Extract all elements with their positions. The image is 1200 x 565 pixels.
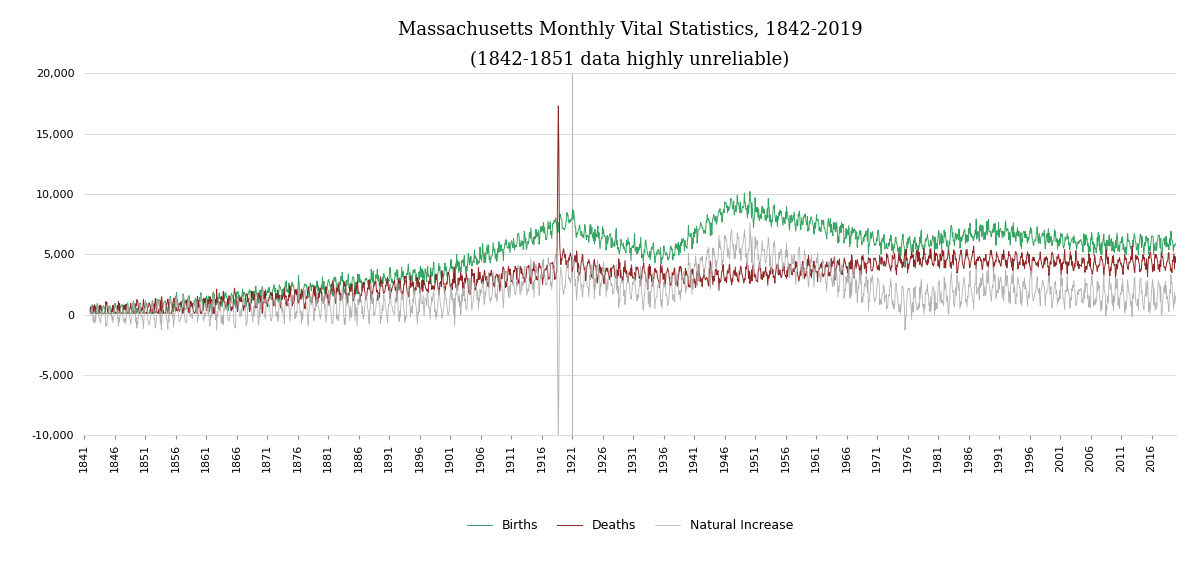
Natural Increase (583, 276, 598, 283)
Deaths (558, 254, 572, 261)
Births (1169, 240, 1183, 247)
Deaths (1043, 258, 1057, 264)
Deaths (1169, 259, 1183, 266)
Natural Increase (433, 304, 448, 311)
Deaths (84, 310, 98, 317)
Births (1043, 237, 1057, 244)
Deaths (551, 102, 565, 109)
Natural Increase (1043, 290, 1057, 297)
Deaths (83, 308, 97, 315)
Births (743, 188, 757, 195)
Births (168, 293, 182, 299)
Deaths (434, 283, 449, 290)
Natural Increase (557, 285, 571, 292)
Line: Natural Increase: Natural Increase (90, 223, 1176, 441)
Natural Increase (551, 437, 565, 444)
Natural Increase (137, 305, 151, 312)
Births (138, 305, 152, 311)
Births (86, 310, 101, 317)
Deaths (138, 309, 152, 316)
Line: Births: Births (90, 192, 1176, 314)
Natural Increase (1169, 293, 1183, 299)
Births (557, 227, 571, 233)
Deaths (583, 267, 598, 274)
Natural Increase (168, 308, 182, 315)
Line: Deaths: Deaths (90, 106, 1176, 314)
Births (583, 231, 598, 238)
Deaths (168, 308, 182, 315)
Births (434, 277, 449, 284)
Natural Increase (83, 310, 97, 316)
Births (83, 307, 97, 314)
Legend: Births, Deaths, Natural Increase: Births, Deaths, Natural Increase (462, 514, 798, 537)
Natural Increase (743, 219, 757, 226)
Title: Massachusetts Monthly Vital Statistics, 1842-2019
(1842-1851 data highly unrelia: Massachusetts Monthly Vital Statistics, … (397, 21, 863, 69)
